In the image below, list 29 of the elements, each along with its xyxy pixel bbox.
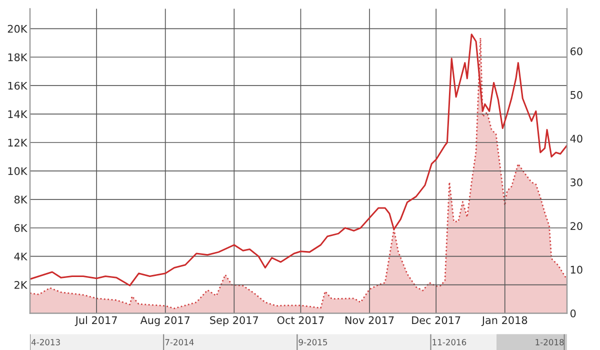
x-tick-label: Nov 2017 [345, 316, 394, 324]
y-tick-label: 4K [14, 252, 28, 260]
text: 7-2014 [165, 339, 194, 346]
x-tick-label: Oct 2017 [277, 316, 324, 324]
x-tick-label: Sep 2017 [210, 316, 258, 326]
y2-tick-label: 40 [570, 134, 582, 143]
x-tick-label: Jul 2017 [74, 316, 117, 326]
y-tick-label: 14K [8, 110, 28, 118]
y2-tick-label: 20 [570, 222, 582, 230]
x-tick-label: Aug 2017 [140, 316, 190, 326]
y-tick-label: 20K [8, 24, 28, 33]
y2-tick-label: 10 [570, 266, 582, 274]
text: 11-2016 [432, 339, 466, 346]
x-tick-label: Jan 2018 [481, 316, 528, 326]
y-tick-label: 12K [8, 138, 28, 146]
y-tick-label: 18K [8, 53, 28, 62]
y-tick-label: 16K [8, 82, 28, 90]
x-tick-label: Dec 2017 [412, 316, 460, 324]
text: 9-2015 [298, 339, 328, 346]
y-tick-label: 10K [8, 167, 28, 176]
y-tick-label: 6K [14, 224, 28, 232]
text: 4-2013 [31, 339, 60, 346]
text: 1-2018 [536, 339, 564, 346]
y2-tick-label: 30 [570, 178, 582, 186]
y-tick-label: 8K [14, 196, 28, 204]
y2-tick-label: 0 [570, 309, 576, 318]
y2-tick-label: 50 [570, 91, 582, 99]
y2-tick-label: 60 [570, 47, 582, 56]
y-tick-label: 2K [14, 281, 28, 289]
